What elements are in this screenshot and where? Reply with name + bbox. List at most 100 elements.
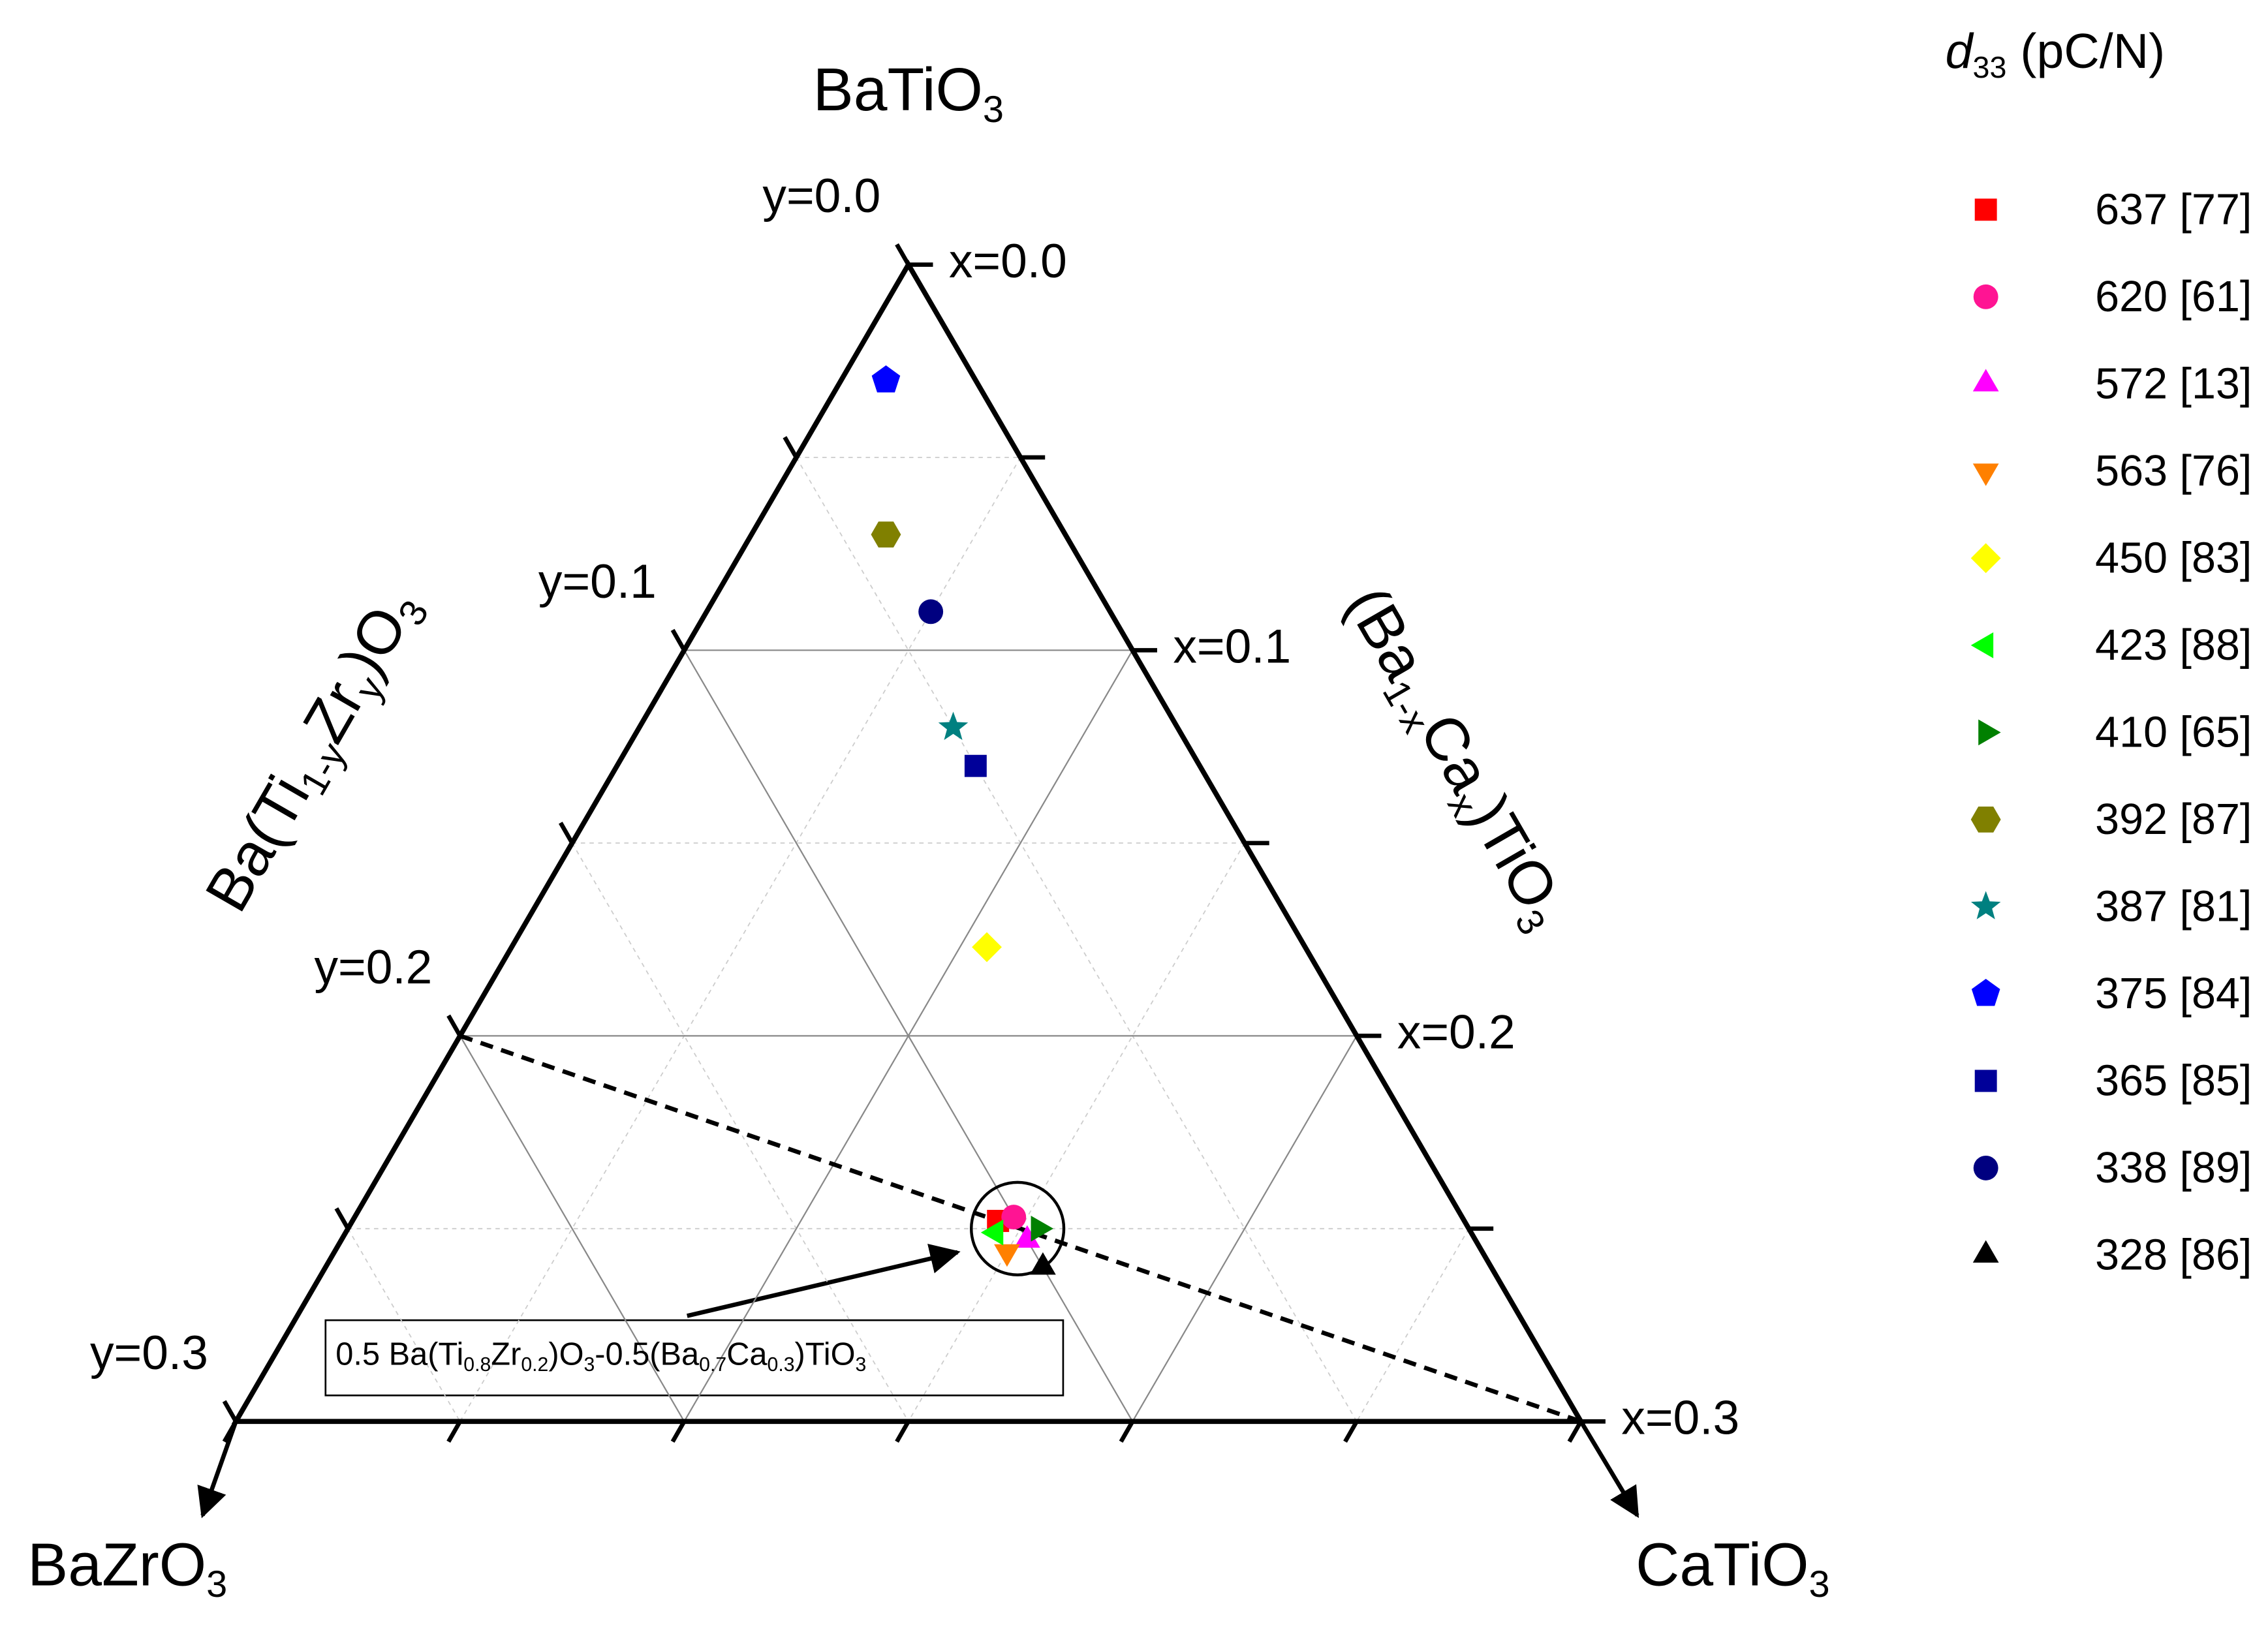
marker (1970, 543, 2001, 574)
tie-line (459, 1034, 1582, 1424)
x-tick-label: x=0.2 (1397, 1006, 1515, 1059)
bottom-tick (670, 1420, 687, 1443)
y-tick (334, 1207, 350, 1230)
legend-label: 423 [88] (2095, 621, 2252, 670)
annotation-part: )O (548, 1336, 583, 1372)
corner-arrow (197, 1421, 238, 1518)
y-tick (558, 822, 574, 844)
marker (1970, 632, 1994, 658)
x-axis-label: (Ba1-xCax)TiO3 (1327, 576, 1582, 942)
legend-label: 375 [84] (2095, 970, 2252, 1018)
legend-label: 392 [87] (2095, 795, 2252, 844)
y-tick (670, 628, 687, 652)
legend-label: 563 [76] (2095, 447, 2252, 495)
marker (1030, 1252, 1056, 1275)
marker (1014, 1225, 1040, 1248)
marker (1973, 1155, 1998, 1180)
marker (1970, 807, 2001, 833)
bottom-tick (1343, 1420, 1359, 1443)
legend-title-part: 33 (1973, 50, 2007, 84)
bottom-tick (1567, 1420, 1583, 1443)
annotation-part: 0.2 (521, 1354, 548, 1376)
bottom-tick (222, 1420, 238, 1443)
grid-line (908, 842, 1245, 1422)
annotation-arrow (687, 1243, 961, 1318)
vertex-label: CaTiO3 (1636, 1530, 1829, 1606)
annotation-part: 0.8 (463, 1354, 491, 1376)
marker (1970, 891, 2001, 919)
grid-line (796, 457, 1358, 1422)
vertex-label: BaZrO3 (27, 1530, 227, 1606)
annotation-part: 3 (583, 1354, 595, 1376)
triangle-frame (231, 259, 1585, 1425)
grid-line (1132, 1035, 1358, 1422)
bottom-tick (895, 1420, 910, 1443)
legend-label: 387 [81] (2095, 882, 2252, 931)
legend-title-part: (pC/N) (2006, 23, 2165, 78)
marker (1001, 1205, 1027, 1230)
bottom-tick (446, 1420, 462, 1443)
legend-title: d33 (pC/N) (1946, 23, 2166, 84)
marker (1972, 369, 1999, 392)
x-axis-label-part: (Ba (1333, 576, 1440, 692)
legend-label: 637 [77] (2095, 185, 2252, 234)
marker (964, 754, 987, 777)
marker (1978, 719, 2001, 746)
marker (871, 521, 901, 548)
marker (1972, 463, 1999, 486)
marker (1973, 284, 1998, 309)
grid-line (571, 842, 909, 1422)
y-tick-label: y=0.3 (90, 1327, 208, 1380)
y-tick-label: y=0.0 (762, 170, 880, 223)
legend-label: 620 [61] (2095, 273, 2252, 321)
x-tick-label: x=0.0 (949, 235, 1067, 288)
y-tick (222, 1400, 238, 1423)
annotation-part: Zr (491, 1336, 521, 1372)
marker (994, 1244, 1020, 1267)
marker (1972, 1240, 1999, 1263)
annotation-box (324, 1319, 1064, 1396)
annotation-part: 0.3 (768, 1354, 795, 1376)
highlight-circle (969, 1180, 1066, 1276)
legend-label: 365 [85] (2095, 1056, 2252, 1105)
y-tick (895, 243, 910, 266)
y-tick (446, 1014, 462, 1037)
grid-line (1356, 1228, 1470, 1422)
annotation-part: 0.5 Ba(Ti (335, 1336, 463, 1372)
annotation-part: 3 (856, 1354, 867, 1376)
y-tick-label: y=0.1 (538, 555, 657, 608)
vertex-label: BaTiO3 (813, 55, 1004, 131)
annotation-part: -0.5(Ba (595, 1336, 700, 1372)
y-axis-label: Ba(Ti1-yZry)O3 (192, 577, 437, 926)
grid-line (459, 1035, 685, 1422)
marker (871, 365, 901, 393)
marker (1974, 1070, 1997, 1092)
vertex-label-part: CaTiO (1636, 1530, 1809, 1598)
vertex-label-part: 3 (206, 1564, 227, 1605)
legend-title-part: d (1946, 23, 1974, 78)
marker (1971, 978, 2000, 1006)
marker (1974, 198, 1997, 221)
legend-label: 338 [89] (2095, 1144, 2252, 1192)
vertex-label-part: BaTiO (813, 55, 983, 123)
grid-line (347, 1228, 461, 1422)
marker (938, 711, 969, 740)
vertex-label-part: 3 (1809, 1564, 1830, 1605)
vertex-label-part: 3 (983, 89, 1004, 131)
marker (1031, 1215, 1053, 1242)
annotation: 0.5 Ba(Ti0.8Zr0.2)O3-0.5(Ba0.7Ca0.3)TiO3 (335, 1336, 866, 1376)
x-tick-label: x=0.3 (1621, 1392, 1739, 1445)
vertex-label-part: BaZrO (27, 1530, 206, 1598)
marker (972, 932, 1002, 963)
marker (980, 1219, 1004, 1246)
x-tick-label: x=0.1 (1173, 621, 1291, 673)
legend-label: 450 [83] (2095, 534, 2252, 582)
legend-label: 572 [13] (2095, 360, 2252, 408)
y-axis-label-part: Ba(Ti (192, 765, 322, 923)
bottom-tick (1119, 1420, 1135, 1443)
marker (918, 599, 944, 624)
annotation-part: Ca (726, 1336, 768, 1372)
y-tick-label: y=0.2 (314, 941, 432, 994)
